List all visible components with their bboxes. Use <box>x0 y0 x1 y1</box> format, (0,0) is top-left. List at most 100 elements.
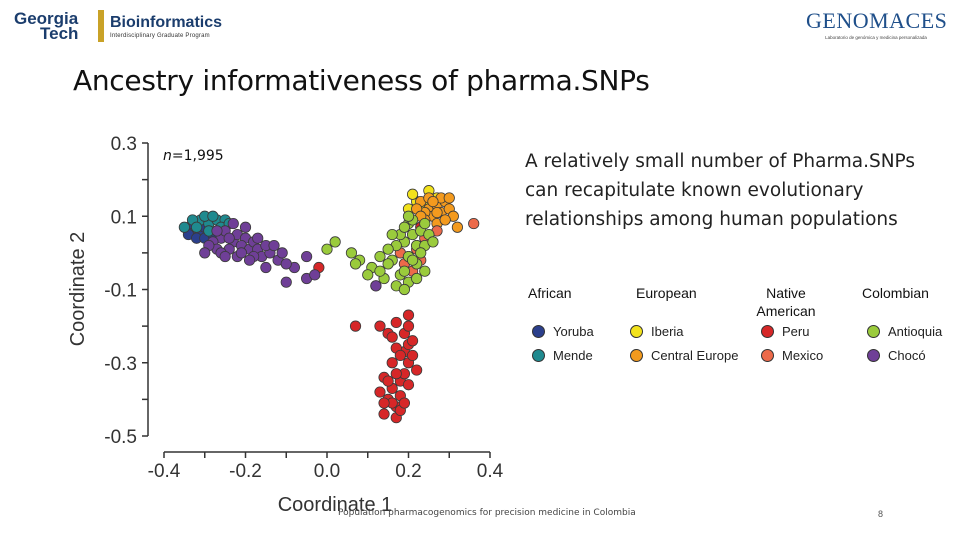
data-point-antioquia <box>374 250 386 263</box>
data-point-antioquia <box>427 236 439 248</box>
chart-axes: 0.3 0.1 -0.1 -0.3 -0.5 -0.4 -0.2 0.0 0.2 0.4 <box>104 134 503 482</box>
legend-swatch <box>761 349 774 362</box>
legend-swatch <box>867 349 880 362</box>
data-point-choc- <box>260 261 272 274</box>
data-point-choc- <box>199 247 211 259</box>
legend-item-iberia: Iberia <box>630 324 684 339</box>
slide-description: A relatively small number of Pharma.SNPs… <box>525 151 916 230</box>
data-point-antioquia <box>398 221 411 233</box>
legend-swatch <box>630 325 643 338</box>
data-point-peru <box>382 375 394 387</box>
data-point-antioquia <box>419 217 431 230</box>
legend-label: Chocó <box>888 348 926 363</box>
data-point-antioquia <box>398 283 411 296</box>
data-point-peru <box>398 397 411 409</box>
x-tick-label: 0.0 <box>314 461 340 482</box>
data-point-peru <box>386 357 398 369</box>
legend-group-native-american: Native American <box>756 285 816 319</box>
data-point-mende <box>207 210 219 222</box>
page-number: 8 <box>878 509 884 519</box>
legend-item-mende: Mende <box>532 348 593 363</box>
data-point-antioquia <box>374 265 386 277</box>
legend-swatch <box>867 325 880 338</box>
data-point-choc- <box>235 247 248 259</box>
data-point-peru <box>374 320 386 332</box>
y-tick-label: -0.3 <box>104 354 137 375</box>
data-point-central-europe <box>439 214 451 226</box>
georgia-tech-bioinformatics-logo: Georgia Tech Bioinformatics Interdiscipl… <box>12 6 227 46</box>
data-point-choc- <box>268 239 280 252</box>
data-point-central-europe <box>427 196 439 208</box>
legend-item-antioquia: Antioquia <box>867 324 942 339</box>
y-axis-label: Coordinate 2 <box>67 232 89 347</box>
data-point-peru <box>402 309 415 321</box>
legend-label: Central Europe <box>651 348 739 363</box>
data-point-antioquia <box>382 258 394 270</box>
legend-item-peru: Peru <box>761 324 809 339</box>
data-point-iberia <box>406 188 419 200</box>
data-point-choc- <box>219 250 231 263</box>
legend-label: Mexico <box>782 348 824 363</box>
data-point-choc- <box>280 258 292 270</box>
data-point-choc- <box>276 247 288 259</box>
data-point-antioquia <box>329 236 341 248</box>
data-point-antioquia <box>349 258 362 270</box>
data-point-choc- <box>370 280 382 292</box>
x-tick-label: -0.2 <box>229 461 262 482</box>
data-point-antioquia <box>386 228 398 241</box>
slide-footer: Population pharmacogenomics for precisio… <box>338 508 636 518</box>
data-point-antioquia <box>415 247 427 259</box>
data-point-choc- <box>223 232 235 244</box>
data-point-peru <box>374 386 386 398</box>
data-point-peru <box>411 364 423 376</box>
data-point-antioquia <box>362 269 374 281</box>
data-point-peru <box>390 368 402 380</box>
legend-item-mexico: Mexico <box>761 348 823 363</box>
data-point-peru <box>406 335 419 347</box>
legend-label: Iberia <box>651 324 684 339</box>
y-tick-label: 0.3 <box>111 134 137 155</box>
data-point-mende <box>178 221 190 233</box>
data-point-choc- <box>239 221 252 233</box>
legend-item-yoruba: Yoruba <box>532 324 594 339</box>
data-point-antioquia <box>402 210 415 222</box>
data-point-peru <box>394 349 406 362</box>
bioinformatics-subtitle: Interdisciplinary Graduate Program <box>110 33 210 39</box>
x-axis-label: Coordinate 1 <box>278 494 393 516</box>
legend-swatch <box>532 349 545 362</box>
genomaces-tagline: Laboratorio de genómica y medicina perso… <box>825 35 927 40</box>
data-point-choc- <box>252 232 264 244</box>
legend-swatch <box>630 349 643 362</box>
data-point-central-europe <box>451 221 463 233</box>
data-point-peru <box>406 349 419 362</box>
data-point-choc- <box>301 250 313 263</box>
data-point-peru <box>349 320 362 332</box>
y-tick-label: -0.5 <box>104 427 137 448</box>
legend-swatch <box>532 325 545 338</box>
data-point-central-europe <box>431 206 443 219</box>
georgia-word: Georgia <box>14 9 79 28</box>
data-point-antioquia <box>419 265 431 277</box>
bioinformatics-word: Bioinformatics <box>110 14 223 31</box>
data-point-peru <box>386 331 398 343</box>
legend-group-european: European <box>636 285 697 301</box>
sample-size-annotation: n=1,995 <box>163 148 224 164</box>
data-point-mexico <box>468 217 480 230</box>
data-point-peru <box>402 379 415 391</box>
y-tick-label: -0.1 <box>104 281 137 302</box>
data-point-peru <box>390 316 402 329</box>
genomaces-word: GENOMACES <box>806 8 948 33</box>
data-point-antioquia <box>382 243 394 255</box>
legend-label: Antioquia <box>888 324 943 339</box>
data-point-peru <box>378 408 390 420</box>
data-point-antioquia <box>398 265 411 277</box>
legend-label: Peru <box>782 324 810 339</box>
x-tick-label: 0.2 <box>395 461 421 482</box>
genomaces-logo: GENOMACES Laboratorio de genómica y medi… <box>806 8 948 48</box>
data-point-antioquia <box>321 243 333 255</box>
data-point-mende <box>191 221 203 233</box>
legend-item-choco: Chocó <box>867 348 926 363</box>
logo-divider-bar <box>98 10 104 42</box>
data-point-peru <box>378 397 390 409</box>
